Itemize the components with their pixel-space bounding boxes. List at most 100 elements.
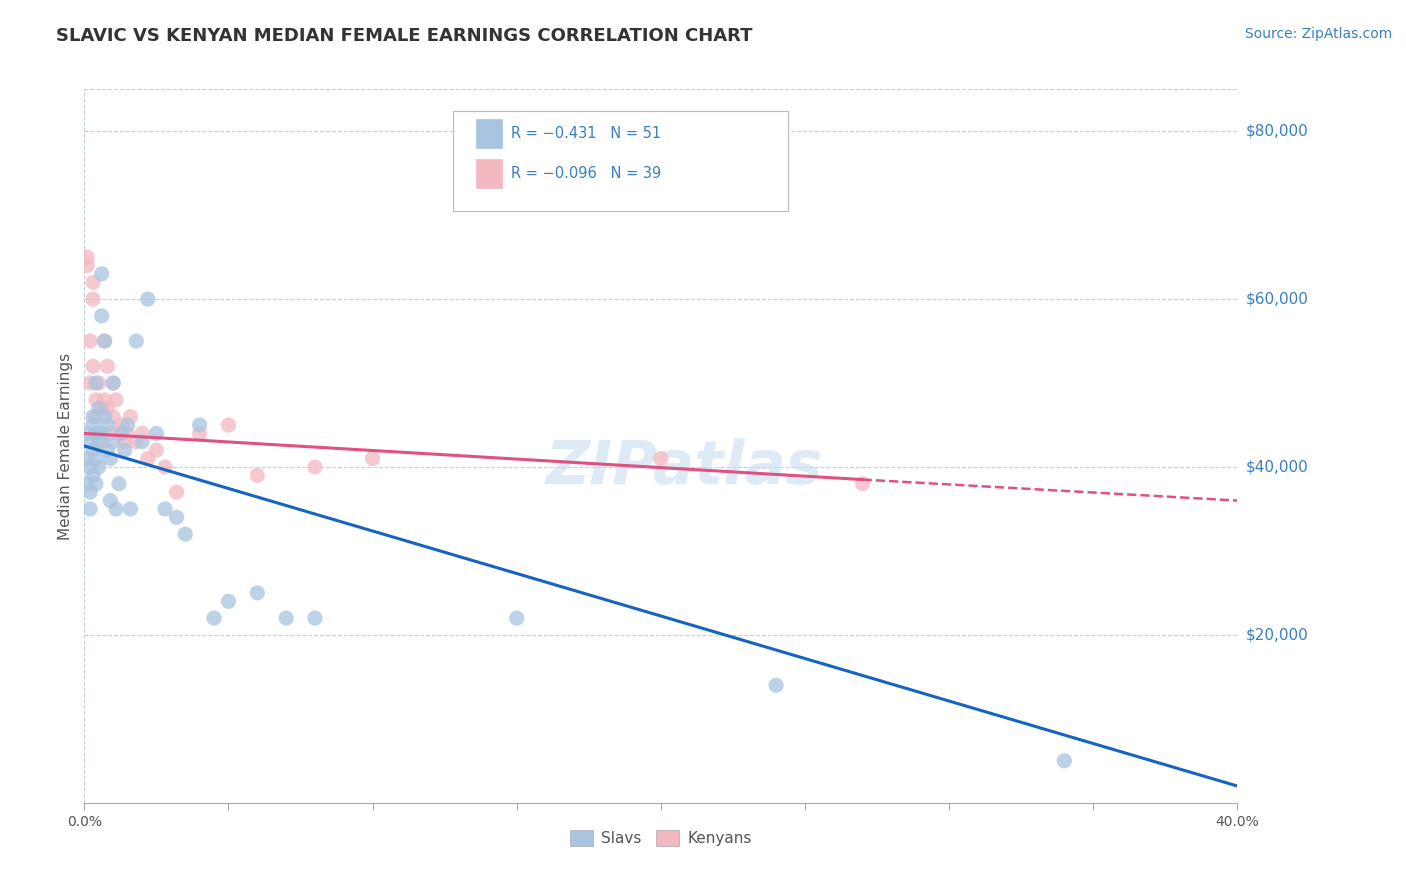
- Point: [218, 594, 240, 608]
- Point: [131, 426, 153, 441]
- Text: $80,000: $80,000: [1246, 124, 1309, 138]
- Point: [82, 443, 104, 458]
- Point: [96, 401, 118, 416]
- Point: [84, 392, 107, 407]
- Point: [84, 476, 107, 491]
- Point: [145, 443, 167, 458]
- Point: [84, 451, 107, 466]
- Point: [87, 434, 110, 449]
- Point: [246, 468, 269, 483]
- Point: [120, 409, 142, 424]
- Point: [166, 485, 188, 500]
- Point: [202, 611, 225, 625]
- Point: [108, 476, 131, 491]
- Point: [79, 460, 101, 475]
- Point: [98, 426, 121, 441]
- Text: ZIPatlas: ZIPatlas: [546, 438, 823, 497]
- Point: [188, 417, 211, 432]
- Point: [304, 611, 326, 625]
- Point: [117, 417, 139, 432]
- Point: [84, 426, 107, 441]
- Point: [105, 392, 128, 407]
- Point: [108, 426, 131, 441]
- Point: [79, 376, 101, 390]
- Point: [76, 259, 98, 273]
- Point: [103, 376, 124, 390]
- Point: [90, 401, 112, 416]
- Point: [765, 678, 787, 692]
- Point: [246, 586, 269, 600]
- Text: SLAVIC VS KENYAN MEDIAN FEMALE EARNINGS CORRELATION CHART: SLAVIC VS KENYAN MEDIAN FEMALE EARNINGS …: [56, 27, 752, 45]
- Point: [76, 426, 98, 441]
- Point: [125, 334, 148, 348]
- Point: [84, 376, 107, 390]
- Point: [93, 392, 115, 407]
- Point: [1053, 754, 1076, 768]
- FancyBboxPatch shape: [453, 111, 787, 211]
- Point: [76, 476, 98, 491]
- Point: [103, 376, 124, 390]
- Point: [82, 409, 104, 424]
- Text: $40,000: $40,000: [1246, 459, 1309, 475]
- Point: [506, 611, 529, 625]
- Point: [145, 426, 167, 441]
- Y-axis label: Median Female Earnings: Median Female Earnings: [58, 352, 73, 540]
- Point: [79, 334, 101, 348]
- Point: [852, 476, 875, 491]
- Point: [87, 401, 110, 416]
- Text: $60,000: $60,000: [1246, 292, 1309, 307]
- Point: [93, 409, 115, 424]
- Text: R = −0.096   N = 39: R = −0.096 N = 39: [510, 166, 661, 181]
- Point: [93, 334, 115, 348]
- Point: [90, 267, 112, 281]
- Point: [90, 426, 112, 441]
- Point: [96, 443, 118, 458]
- Bar: [477, 120, 502, 148]
- Point: [103, 434, 124, 449]
- Point: [114, 434, 136, 449]
- Point: [304, 460, 326, 475]
- Point: [103, 409, 124, 424]
- Point: [90, 309, 112, 323]
- Text: $20,000: $20,000: [1246, 627, 1309, 642]
- Point: [98, 493, 121, 508]
- Point: [96, 359, 118, 374]
- Point: [79, 502, 101, 516]
- Point: [114, 443, 136, 458]
- Point: [98, 451, 121, 466]
- Point: [76, 451, 98, 466]
- Point: [131, 434, 153, 449]
- Point: [188, 426, 211, 441]
- Point: [111, 417, 134, 432]
- Point: [82, 468, 104, 483]
- Text: Source: ZipAtlas.com: Source: ZipAtlas.com: [1244, 27, 1392, 41]
- Point: [276, 611, 298, 625]
- Point: [87, 426, 110, 441]
- Text: R = −0.431   N = 51: R = −0.431 N = 51: [510, 126, 661, 141]
- Point: [111, 426, 134, 441]
- Point: [82, 359, 104, 374]
- Point: [79, 434, 101, 449]
- Bar: [477, 160, 502, 188]
- Point: [166, 510, 188, 524]
- Point: [96, 417, 118, 432]
- Point: [90, 434, 112, 449]
- Point: [125, 434, 148, 449]
- Point: [174, 527, 197, 541]
- Point: [82, 417, 104, 432]
- Point: [93, 334, 115, 348]
- Point: [136, 292, 159, 306]
- Point: [87, 460, 110, 475]
- Point: [82, 275, 104, 289]
- Point: [82, 292, 104, 306]
- Point: [136, 451, 159, 466]
- Point: [153, 502, 176, 516]
- Point: [218, 417, 240, 432]
- Point: [84, 409, 107, 424]
- Point: [76, 250, 98, 264]
- Point: [105, 502, 128, 516]
- Point: [361, 451, 384, 466]
- Point: [117, 426, 139, 441]
- Point: [79, 485, 101, 500]
- Point: [120, 502, 142, 516]
